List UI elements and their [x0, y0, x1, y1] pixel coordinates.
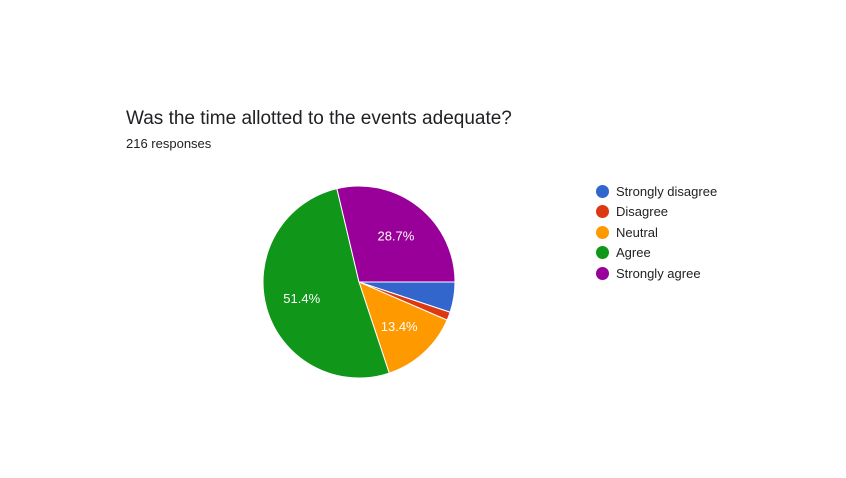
legend: Strongly disagree Disagree Neutral Agree Str… — [596, 181, 717, 284]
legend-label: Neutral — [616, 224, 658, 240]
legend-item-agree[interactable]: Agree — [596, 243, 717, 264]
pie-slice-strongly-agree[interactable] — [336, 185, 456, 283]
slice-label-agree: 51.4% — [283, 291, 320, 306]
slice-label-neutral: 13.4% — [381, 319, 418, 334]
response-count: 216 responses — [126, 136, 212, 151]
legend-swatch — [596, 225, 609, 239]
legend-label: Strongly disagree — [616, 183, 718, 199]
legend-item-strongly-agree[interactable]: Strongly agree — [596, 263, 717, 284]
slice-label-strongly-agree: 28.7% — [377, 228, 414, 243]
legend-swatch — [596, 205, 609, 219]
legend-label: Strongly agree — [616, 265, 701, 281]
legend-label: Agree — [616, 245, 651, 261]
legend-swatch — [596, 266, 609, 280]
chart-title: Was the time allotted to the events adeq… — [126, 108, 512, 129]
pie-slice-neutral[interactable] — [358, 281, 448, 374]
legend-item-strongly-disagree[interactable]: Strongly disagree — [596, 181, 717, 202]
legend-item-disagree[interactable]: Disagree — [596, 202, 717, 223]
legend-label: Disagree — [616, 204, 669, 220]
legend-item-neutral[interactable]: Neutral — [596, 222, 717, 243]
legend-swatch — [596, 184, 609, 198]
legend-swatch — [596, 246, 609, 260]
pie-slice-agree[interactable] — [262, 187, 390, 379]
